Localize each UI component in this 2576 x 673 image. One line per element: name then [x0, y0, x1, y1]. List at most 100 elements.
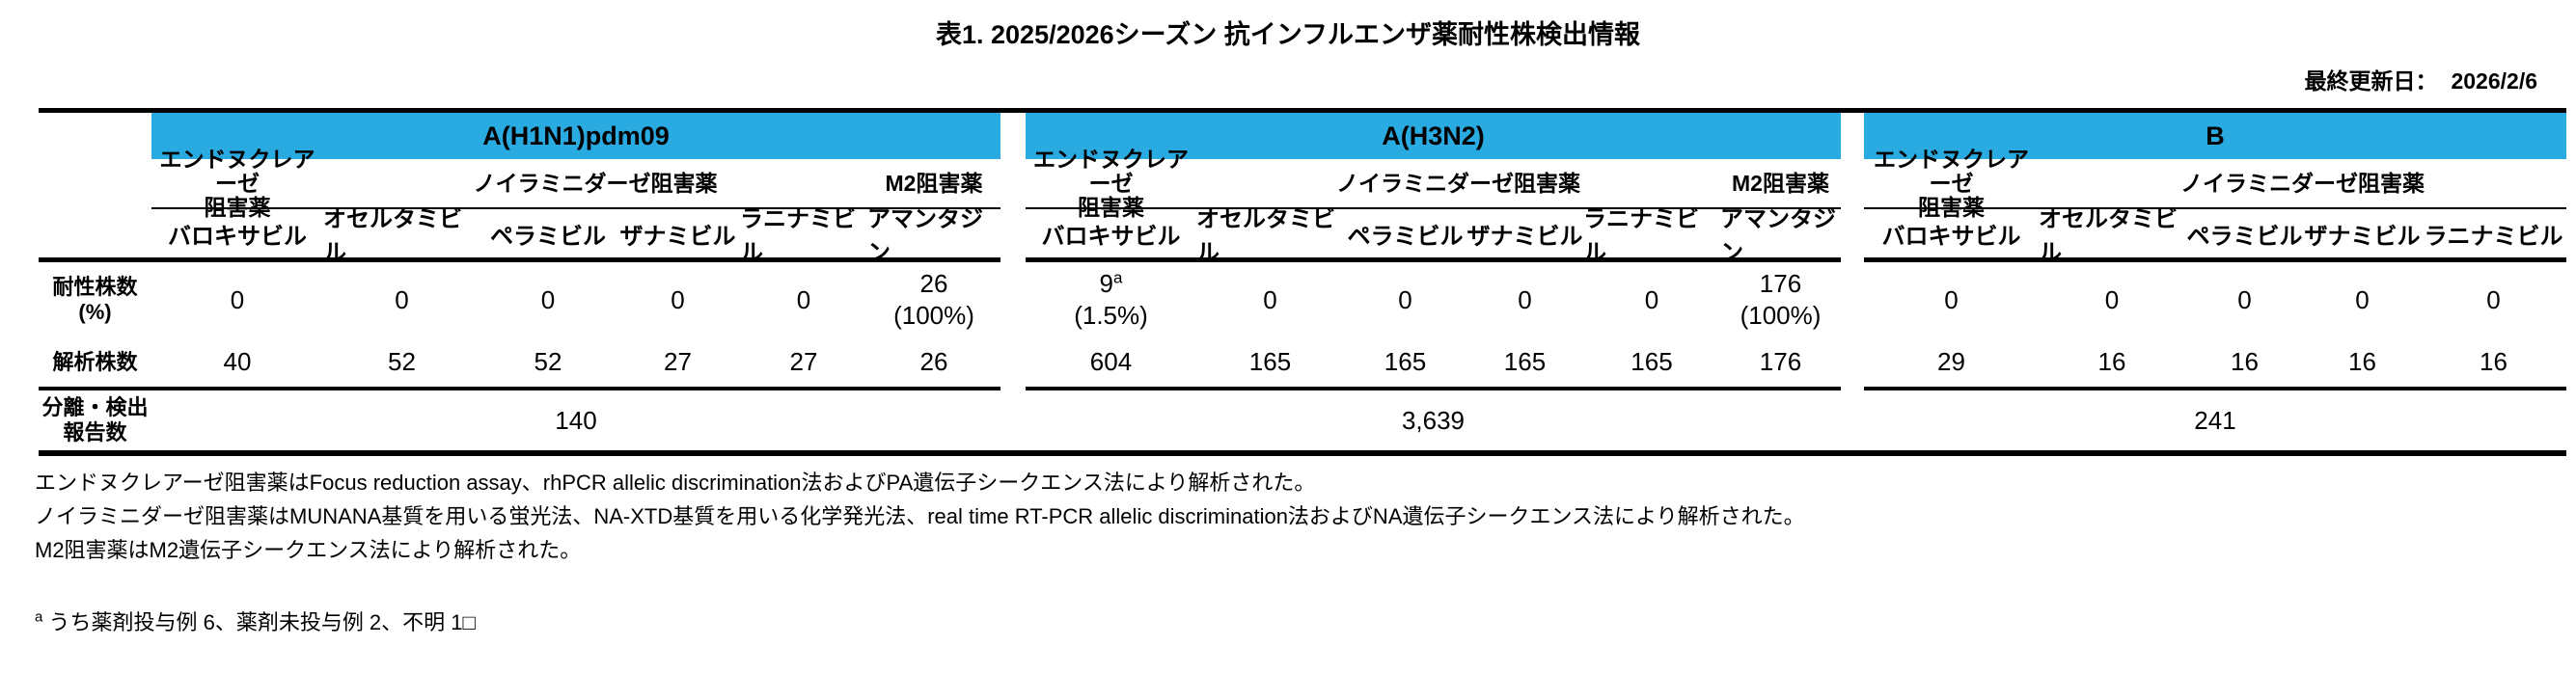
virus-section-a-h3n2: A(H3N2) エンドヌクレアーゼ 阻害薬 ノイラミニダーゼ阻害薬 M2阻害薬 バロキサビ… — [1026, 113, 1841, 450]
section-header: A(H3N2) — [1026, 113, 1841, 159]
drug-group-: ノイラミニダーゼ阻害薬 — [323, 159, 867, 207]
drug-group-label-line: エンドヌクレアーゼ — [1033, 146, 1189, 196]
drug-name: ペラミビル — [490, 223, 606, 250]
analyzed-count-row: 604 165 165 165 165 176 — [1026, 337, 1841, 390]
row-label-isolated: 分離・検出 報告数 — [39, 390, 151, 450]
resistant-count-value: 9a — [1099, 268, 1123, 298]
footnote-neuraminidase: ノイラミニダーゼ阻害薬はMUNANA基質を用いる蛍光法、NA-XTD基質を用いる… — [35, 504, 1805, 528]
drug-name: オセルタミビル — [1196, 206, 1335, 266]
drug-name: アマンタジン — [1720, 206, 1836, 266]
row-label-analyzed-text: 解析株数 — [52, 349, 138, 374]
drug-name: アマンタジン — [867, 206, 983, 266]
analyzed-count-cell: 27 — [789, 347, 818, 376]
resistant-count-value: 0 — [230, 284, 245, 314]
resistant-count-cell: 26 (100%) — [867, 262, 1000, 337]
resistant-count-cell: 0 — [1864, 262, 2039, 337]
drug-name: ペラミビル — [1347, 223, 1464, 250]
resistant-count-cell: 176 (100%) — [1720, 262, 1841, 337]
analyzed-count-row: 29 16 16 16 16 — [1864, 337, 2566, 390]
drug-group-label-line: M2阻害薬 — [1732, 170, 1829, 196]
resistance-table: 耐性株数 (%) 解析株数 分離・検出 報告数 A(H1N1)pdm09 エンドヌ… — [39, 108, 2566, 456]
drug-name: バロキサビル — [1041, 223, 1181, 250]
analyzed-count-cell: 52 — [388, 347, 416, 376]
resistant-count-row: 0 0 0 0 0 26 (100%) — [151, 262, 1000, 337]
resistant-count-cell: 0 — [2421, 262, 2566, 337]
resistant-count-value: 0 — [395, 284, 409, 314]
drug-group-: ノイラミニダーゼ阻害薬 — [1196, 159, 1720, 207]
resistant-count-row: 0 0 0 0 0 — [1864, 262, 2566, 337]
label-column-spacer — [39, 113, 151, 262]
drug-name: ペラミビル — [2186, 223, 2303, 250]
analyzed-count-cell: 176 — [1759, 347, 1802, 376]
resistant-count-value: 0 — [1644, 284, 1659, 314]
table-body: 耐性株数 (%) 解析株数 分離・検出 報告数 A(H1N1)pdm09 エンドヌ… — [39, 113, 2566, 450]
footnote-a-ref: a — [1113, 268, 1123, 287]
analyzed-count-cell: 27 — [664, 347, 692, 376]
drug-group-row: エンドヌクレアーゼ 阻害薬 ノイラミニダーゼ阻害薬 — [1864, 147, 2566, 219]
resistant-count-value: 26 — [919, 269, 948, 298]
resistant-count-cell: 9a (1.5%) — [1026, 262, 1196, 337]
resistant-count-cell: 0 — [323, 262, 480, 337]
resistant-count-value: 0 — [1263, 284, 1277, 314]
drug-name-row: バロキサビル オセルタミビル ペラミビル ザナミビル ラニナミビル アマンタジン — [1026, 206, 1841, 266]
analyzed-count-cell: 16 — [2480, 347, 2507, 376]
virus-section-b: B エンドヌクレアーゼ 阻害薬 ノイラミニダーゼ阻害薬 バロキサビル オセルタミビル ペラミ… — [1864, 113, 2566, 450]
drug-name: ラニナミビル — [1583, 206, 1699, 266]
drug-group-row: エンドヌクレアーゼ 阻害薬 ノイラミニダーゼ阻害薬 M2阻害薬 — [1026, 147, 1841, 219]
resistant-count-cell: 0 — [1583, 262, 1720, 337]
resistant-count-cell: 0 — [151, 262, 323, 337]
drug-group-: エンドヌクレアーゼ 阻害薬 — [151, 147, 323, 219]
resistant-count-cell: 0 — [2185, 262, 2304, 337]
last-updated-label: 最終更新日： — [2304, 68, 2438, 94]
resistant-count-value: 0 — [2237, 284, 2252, 314]
isolated-reported-count-cell: 140 — [555, 405, 597, 435]
drug-group-label-line: M2阻害薬 — [885, 170, 983, 196]
drug-group-label-line: 阻害薬 — [204, 194, 271, 220]
resistant-count-value: 0 — [1944, 284, 1959, 314]
drug-name: オセルタミビル — [2039, 206, 2178, 266]
analyzed-count-cell: 165 — [1503, 347, 1547, 376]
analyzed-count-cell: 165 — [1631, 347, 1673, 376]
drug-group-: エンドヌクレアーゼ 阻害薬 — [1864, 147, 2039, 219]
resistant-count-cell: 0 — [1196, 262, 1344, 337]
analyzed-count-cell: 16 — [2231, 347, 2259, 376]
drug-group-label-line: エンドヌクレアーゼ — [159, 146, 315, 196]
drug-name: ラニナミビル — [2424, 223, 2563, 250]
drug-group-label-line: ノイラミニダーゼ阻害薬 — [1336, 170, 1580, 196]
resistant-count-value: 0 — [1518, 284, 1532, 314]
page-title: 表1. 2025/2026シーズン 抗インフルエンザ薬耐性株検出情報 — [936, 20, 1640, 49]
resistant-count-value: 0 — [1398, 284, 1412, 314]
analyzed-count-cell: 16 — [2097, 347, 2126, 376]
row-label-analyzed: 解析株数 — [39, 337, 151, 390]
drug-name: バロキサビル — [1881, 223, 2021, 250]
resistant-count-cell: 0 — [2039, 262, 2185, 337]
drug-name: バロキサビル — [168, 223, 307, 250]
resistant-count-cell: 0 — [740, 262, 867, 337]
resistant-count-cell: 0 — [1344, 262, 1466, 337]
resistant-count-cell: 0 — [2304, 262, 2421, 337]
resistant-count-cell: 0 — [1466, 262, 1583, 337]
analyzed-count-cell: 52 — [534, 347, 562, 376]
drug-group-label-line: 阻害薬 — [1918, 194, 1985, 220]
section-header: B — [1864, 113, 2566, 159]
row-label-isolated-sub: 報告数 — [63, 420, 127, 444]
last-updated: 最終更新日： 2026/2/6 — [39, 67, 2537, 94]
isolated-reported-count-cell: 241 — [2194, 405, 2236, 435]
resistant-percent-value: (100%) — [1740, 301, 1822, 330]
analyzed-count-cell: 604 — [1089, 347, 1133, 376]
analyzed-count-cell: 165 — [1248, 347, 1292, 376]
resistant-percent-value: (100%) — [893, 301, 974, 330]
drug-name: ラニナミビル — [740, 206, 856, 266]
drug-name-row: バロキサビル オセルタミビル ペラミビル ザナミビル ラニナミビル アマンタジン — [151, 206, 1000, 266]
drug-group-: ノイラミニダーゼ阻害薬 — [2039, 159, 2566, 207]
drug-group-m2: M2阻害薬 — [867, 159, 1000, 207]
footnote-a-text: うち薬剤投与例 6、薬剤未投与例 2、不明 1□ — [48, 610, 476, 634]
drug-group-label-line: ノイラミニダーゼ阻害薬 — [473, 170, 718, 196]
drug-name: ザナミビル — [1466, 223, 1583, 250]
isolated-reported-count-cell: 3,639 — [1401, 405, 1466, 435]
drug-name: ザナミビル — [619, 223, 736, 250]
drug-name-row: バロキサビル オセルタミビル ペラミビル ザナミビル ラニナミビル — [1864, 206, 2566, 266]
footnote-a-marker: a — [35, 608, 43, 626]
resistant-count-value: 0 — [540, 284, 556, 314]
analyzed-count-cell: 29 — [1937, 347, 1965, 376]
